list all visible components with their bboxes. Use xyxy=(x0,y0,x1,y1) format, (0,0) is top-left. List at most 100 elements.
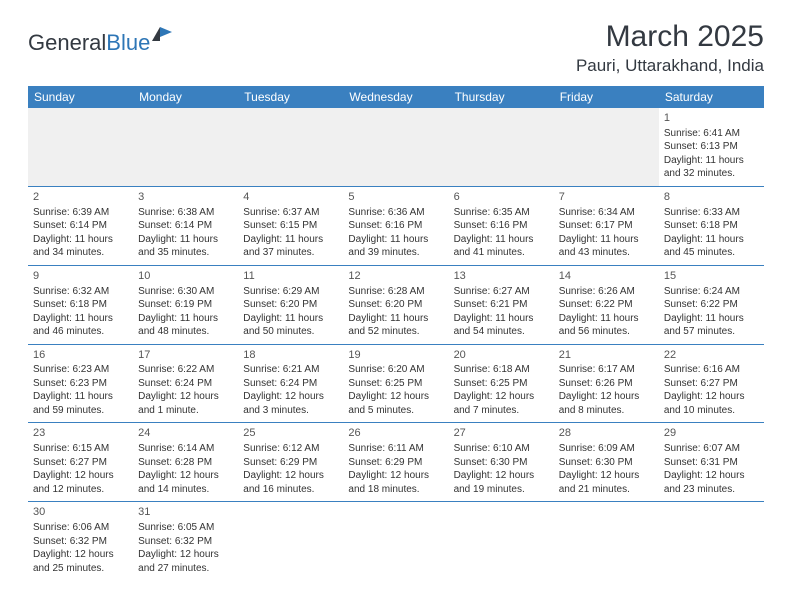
day-number: 24 xyxy=(138,426,233,441)
day-info-line: and 43 minutes. xyxy=(559,246,654,260)
day-number: 9 xyxy=(33,269,128,284)
day-info-line: Daylight: 12 hours xyxy=(664,469,759,483)
day-number: 1 xyxy=(664,111,759,126)
day-info-line: and 59 minutes. xyxy=(33,404,128,418)
day-info-line: and 8 minutes. xyxy=(559,404,654,418)
day-info-line: Sunrise: 6:18 AM xyxy=(454,363,549,377)
day-number: 19 xyxy=(348,348,443,363)
calendar-day-cell: 12Sunrise: 6:28 AMSunset: 6:20 PMDayligh… xyxy=(343,265,448,344)
calendar-day-cell: 15Sunrise: 6:24 AMSunset: 6:22 PMDayligh… xyxy=(659,265,764,344)
day-number: 8 xyxy=(664,190,759,205)
day-info-line: Sunrise: 6:39 AM xyxy=(33,206,128,220)
day-info-line: Daylight: 12 hours xyxy=(138,469,233,483)
day-info-line: Sunrise: 6:11 AM xyxy=(348,442,443,456)
calendar-day-cell: 14Sunrise: 6:26 AMSunset: 6:22 PMDayligh… xyxy=(554,265,659,344)
logo-text-general: General xyxy=(28,30,106,56)
day-info-line: Sunset: 6:23 PM xyxy=(33,377,128,391)
day-info-line: Daylight: 12 hours xyxy=(243,469,338,483)
day-info-line: and 34 minutes. xyxy=(33,246,128,260)
calendar-day-cell: 1Sunrise: 6:41 AMSunset: 6:13 PMDaylight… xyxy=(659,108,764,186)
day-info-line: Daylight: 12 hours xyxy=(33,469,128,483)
day-info-line: Daylight: 12 hours xyxy=(33,548,128,562)
calendar-day-cell xyxy=(238,108,343,186)
day-info-line: Sunset: 6:26 PM xyxy=(559,377,654,391)
day-info-line: Daylight: 12 hours xyxy=(454,390,549,404)
calendar-week-row: 30Sunrise: 6:06 AMSunset: 6:32 PMDayligh… xyxy=(28,502,764,580)
calendar-day-cell: 24Sunrise: 6:14 AMSunset: 6:28 PMDayligh… xyxy=(133,423,238,502)
day-info-line: Sunset: 6:20 PM xyxy=(348,298,443,312)
calendar-day-cell: 18Sunrise: 6:21 AMSunset: 6:24 PMDayligh… xyxy=(238,344,343,423)
day-info-line: and 18 minutes. xyxy=(348,483,443,497)
calendar-table: SundayMondayTuesdayWednesdayThursdayFrid… xyxy=(28,86,764,580)
day-number: 17 xyxy=(138,348,233,363)
calendar-day-cell xyxy=(28,108,133,186)
day-info-line: Sunset: 6:14 PM xyxy=(138,219,233,233)
day-number: 27 xyxy=(454,426,549,441)
day-info-line: and 32 minutes. xyxy=(664,167,759,181)
weekday-header: Monday xyxy=(133,86,238,108)
day-info-line: Sunrise: 6:22 AM xyxy=(138,363,233,377)
calendar-week-row: 23Sunrise: 6:15 AMSunset: 6:27 PMDayligh… xyxy=(28,423,764,502)
day-info-line: Sunrise: 6:12 AM xyxy=(243,442,338,456)
calendar-day-cell: 16Sunrise: 6:23 AMSunset: 6:23 PMDayligh… xyxy=(28,344,133,423)
day-info-line: and 14 minutes. xyxy=(138,483,233,497)
day-info-line: Daylight: 11 hours xyxy=(243,312,338,326)
calendar-day-cell xyxy=(449,502,554,580)
day-number: 29 xyxy=(664,426,759,441)
day-info-line: and 54 minutes. xyxy=(454,325,549,339)
day-info-line: Sunset: 6:27 PM xyxy=(33,456,128,470)
day-info-line: and 57 minutes. xyxy=(664,325,759,339)
day-info-line: Sunrise: 6:07 AM xyxy=(664,442,759,456)
calendar-week-row: 2Sunrise: 6:39 AMSunset: 6:14 PMDaylight… xyxy=(28,186,764,265)
day-info-line: Sunrise: 6:23 AM xyxy=(33,363,128,377)
day-info-line: Daylight: 11 hours xyxy=(664,154,759,168)
day-info-line: Daylight: 11 hours xyxy=(559,312,654,326)
calendar-day-cell xyxy=(133,108,238,186)
day-info-line: Sunrise: 6:41 AM xyxy=(664,127,759,141)
day-info-line: and 56 minutes. xyxy=(559,325,654,339)
calendar-day-cell: 10Sunrise: 6:30 AMSunset: 6:19 PMDayligh… xyxy=(133,265,238,344)
day-info-line: Sunset: 6:24 PM xyxy=(138,377,233,391)
day-info-line: and 39 minutes. xyxy=(348,246,443,260)
day-number: 18 xyxy=(243,348,338,363)
day-info-line: Sunrise: 6:05 AM xyxy=(138,521,233,535)
day-info-line: Daylight: 11 hours xyxy=(243,233,338,247)
day-number: 13 xyxy=(454,269,549,284)
logo-text-blue: Blue xyxy=(106,30,150,56)
calendar-day-cell: 3Sunrise: 6:38 AMSunset: 6:14 PMDaylight… xyxy=(133,186,238,265)
day-info-line: and 16 minutes. xyxy=(243,483,338,497)
day-number: 22 xyxy=(664,348,759,363)
day-info-line: Daylight: 11 hours xyxy=(664,233,759,247)
day-number: 7 xyxy=(559,190,654,205)
day-info-line: Sunset: 6:21 PM xyxy=(454,298,549,312)
day-info-line: Sunrise: 6:36 AM xyxy=(348,206,443,220)
weekday-header: Tuesday xyxy=(238,86,343,108)
calendar-day-cell: 21Sunrise: 6:17 AMSunset: 6:26 PMDayligh… xyxy=(554,344,659,423)
day-info-line: Sunrise: 6:14 AM xyxy=(138,442,233,456)
calendar-week-row: 9Sunrise: 6:32 AMSunset: 6:18 PMDaylight… xyxy=(28,265,764,344)
day-info-line: and 3 minutes. xyxy=(243,404,338,418)
day-number: 30 xyxy=(33,505,128,520)
day-info-line: Sunset: 6:13 PM xyxy=(664,140,759,154)
day-number: 11 xyxy=(243,269,338,284)
day-info-line: and 27 minutes. xyxy=(138,562,233,576)
calendar-day-cell: 26Sunrise: 6:11 AMSunset: 6:29 PMDayligh… xyxy=(343,423,448,502)
day-info-line: Sunrise: 6:27 AM xyxy=(454,285,549,299)
day-number: 10 xyxy=(138,269,233,284)
day-info-line: and 35 minutes. xyxy=(138,246,233,260)
day-number: 31 xyxy=(138,505,233,520)
flag-icon xyxy=(152,27,174,50)
day-info-line: Sunset: 6:16 PM xyxy=(454,219,549,233)
calendar-day-cell: 13Sunrise: 6:27 AMSunset: 6:21 PMDayligh… xyxy=(449,265,554,344)
calendar-day-cell: 2Sunrise: 6:39 AMSunset: 6:14 PMDaylight… xyxy=(28,186,133,265)
day-info-line: Daylight: 12 hours xyxy=(664,390,759,404)
calendar-day-cell: 23Sunrise: 6:15 AMSunset: 6:27 PMDayligh… xyxy=(28,423,133,502)
day-info-line: Sunrise: 6:17 AM xyxy=(559,363,654,377)
calendar-day-cell xyxy=(238,502,343,580)
day-info-line: and 12 minutes. xyxy=(33,483,128,497)
day-info-line: Sunrise: 6:06 AM xyxy=(33,521,128,535)
day-info-line: and 25 minutes. xyxy=(33,562,128,576)
day-info-line: Daylight: 12 hours xyxy=(454,469,549,483)
calendar-day-cell: 6Sunrise: 6:35 AMSunset: 6:16 PMDaylight… xyxy=(449,186,554,265)
calendar-day-cell xyxy=(554,108,659,186)
